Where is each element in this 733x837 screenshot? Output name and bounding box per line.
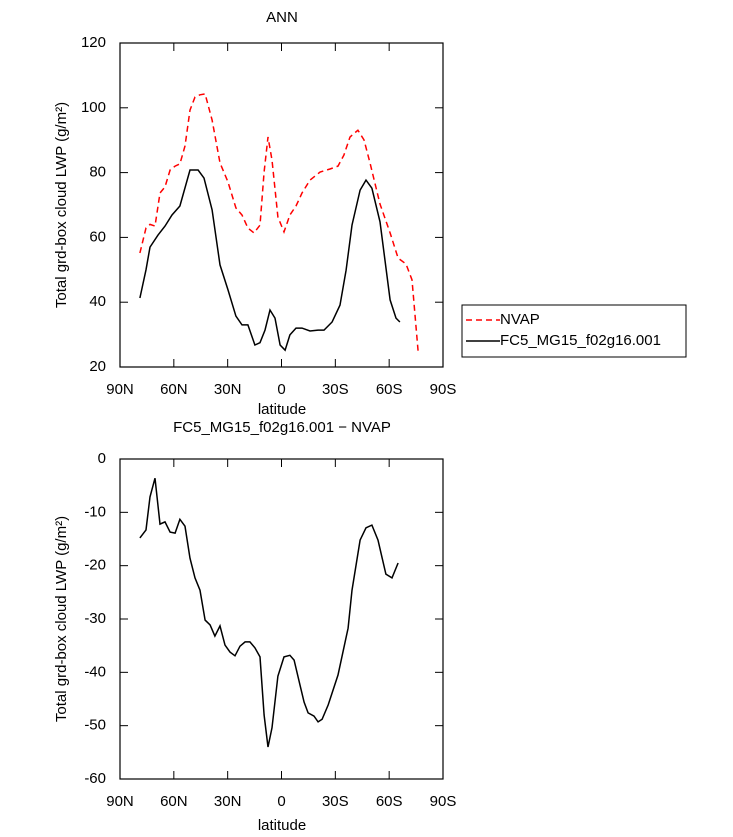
legend-box [461, 304, 687, 358]
y-tick-label: -40 [84, 663, 106, 680]
x-axis-label: latitude [258, 817, 306, 834]
y-tick-label: -20 [84, 557, 106, 574]
x-tick-label: 90N [106, 793, 134, 810]
x-tick-label: 60S [376, 793, 403, 810]
x-tick-label: 30N [214, 381, 242, 398]
y-axis-label: Total grd-box cloud LWP (g/m²) [53, 102, 70, 308]
x-tick-label: 60N [160, 793, 188, 810]
x-tick-label: 90S [430, 793, 457, 810]
data-line [139, 478, 399, 748]
y-axis-label: Total grd-box cloud LWP (g/m²) [53, 516, 70, 722]
x-tick-label: 90N [106, 381, 134, 398]
y-tick-label: 120 [81, 34, 106, 51]
y-tick-label: -10 [84, 503, 106, 520]
x-tick-label: 30S [322, 793, 349, 810]
x-tick-label: 0 [277, 381, 285, 398]
y-tick-label: -50 [84, 717, 106, 734]
legend-label: NVAP [500, 311, 540, 328]
chart-title: FC5_MG15_f02g16.001 − NVAP [173, 419, 391, 436]
y-tick-label: 0 [98, 450, 106, 467]
y-tick-label: 100 [81, 99, 106, 116]
plot-frame [119, 458, 444, 780]
x-tick-label: 60S [376, 381, 403, 398]
y-tick-label: 80 [89, 164, 106, 181]
y-tick-label: 40 [89, 293, 106, 310]
x-tick-label: 90S [430, 381, 457, 398]
data-line [139, 169, 401, 352]
x-tick-label: 60N [160, 381, 188, 398]
x-tick-label: 30N [214, 793, 242, 810]
chart-title: ANN [266, 9, 298, 26]
y-tick-label: 60 [89, 228, 106, 245]
y-tick-label: 20 [89, 358, 106, 375]
y-tick-label: -60 [84, 770, 106, 787]
x-tick-label: 30S [322, 381, 349, 398]
data-line [139, 93, 419, 352]
legend-label: FC5_MG15_f02g16.001 [500, 332, 661, 349]
plot-frame [119, 42, 444, 368]
y-tick-label: -30 [84, 610, 106, 627]
x-tick-label: 0 [277, 793, 285, 810]
x-axis-label: latitude [258, 401, 306, 418]
